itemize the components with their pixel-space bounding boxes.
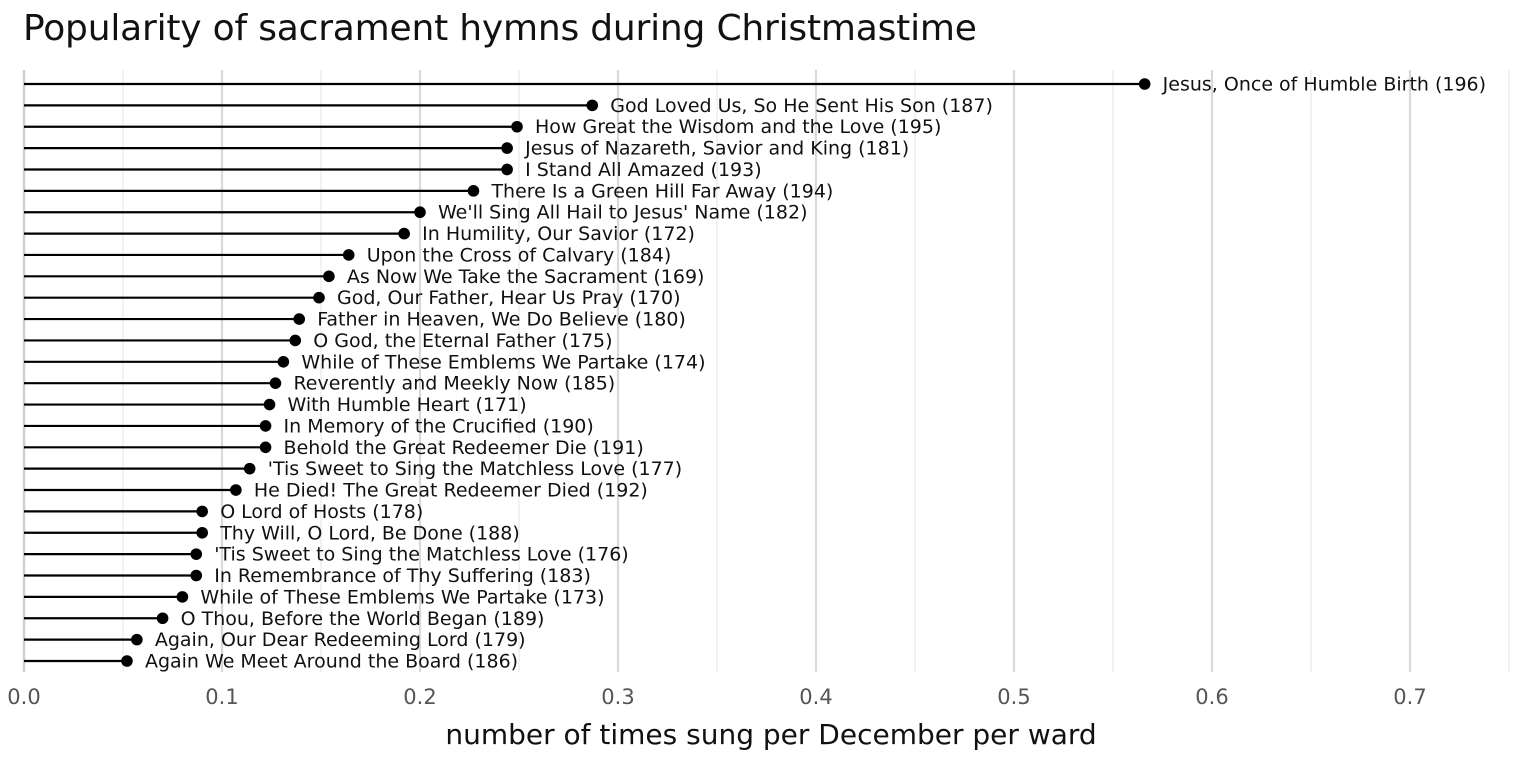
lollipop-dot [293,313,306,325]
x-tick-label: 0.4 [799,685,832,709]
lollipop-dot [501,163,513,176]
x-axis-ticks: 0.0 0.1 0.2 0.3 0.4 0.5 0.6 0.7 [7,685,1426,709]
point-label: How Great the Wisdom and the Love (195) [535,116,941,138]
point-label: Jesus, Once of Humble Birth (196) [1162,74,1486,96]
point-label: O Thou, Before the World Began (189) [181,608,545,630]
point-label: In Memory of the Crucified (190) [284,415,594,437]
lollipop-dot [323,270,335,283]
dots [121,78,1151,667]
lollipop-dot [259,441,272,454]
x-tick-label: 0.6 [1195,685,1228,709]
point-label: In Remembrance of Thy Suffering (183) [214,565,591,587]
point-label: Again We Meet Around the Board (186) [145,650,518,672]
point-label: As Now We Take the Sacrament (169) [347,266,705,288]
point-label: Jesus of Nazareth, Savior and King (181) [524,138,909,160]
point-label: Upon the Cross of Calvary (184) [367,244,672,266]
point-label: God, Our Father, Hear Us Pray (170) [337,287,681,309]
lollipop-dot [196,505,208,518]
lollipop-dot [243,462,256,475]
point-label: We'll Sing All Hail to Jesus' Name (182) [438,202,807,224]
lollipop-dot [190,569,203,582]
point-label: Reverently and Meekly Now (185) [293,373,615,395]
point-label: He Died! The Great Redeemer Died (192) [254,480,648,502]
point-label: God Loved Us, So He Sent His Son (187) [610,95,993,117]
lollipop-dot [196,526,208,539]
lollipop-dot [342,249,355,261]
point-label: There Is a Green Hill Far Away (194) [490,180,833,202]
x-tick-label: 0.3 [601,685,634,709]
point-labels: Jesus, Once of Humble Birth (196) God Lov… [145,74,1486,673]
point-label: 'Tis Sweet to Sing the Matchless Love (1… [214,544,628,566]
x-tick-label: 0.1 [205,685,238,709]
lollipop-dot [289,334,302,347]
point-label: Thy Will, O Lord, Be Done (188) [219,522,520,544]
lollipop-dot [586,99,599,112]
x-tick-label: 0.5 [997,685,1030,709]
lollipop-dot [398,227,410,240]
point-label: In Humility, Our Savior (172) [422,223,695,245]
point-label: 'Tis Sweet to Sing the Matchless Love (1… [268,458,682,480]
x-tick-label: 0.2 [403,685,436,709]
lollipop-dot [131,633,143,646]
point-label: O God, the Eternal Father (175) [313,330,612,352]
lollipop-dot [269,377,282,389]
point-label: Father in Heaven, We Do Believe (180) [317,309,686,331]
lollipop-dot [259,420,272,432]
lollipop-dot [263,398,276,411]
x-tick-label: 0.0 [7,685,40,709]
point-label: With Humble Heart (171) [288,394,527,416]
point-label: While of These Emblems We Partake (173) [200,586,604,608]
stems [24,82,1145,663]
lollipop-dot [190,548,203,560]
lollipop-dot [156,612,169,625]
point-label: O Lord of Hosts (178) [220,501,423,523]
lollipop-dot [277,356,290,368]
lollipop-dot [511,120,523,133]
lollipop-dot [121,655,133,667]
x-axis-label: number of times sung per December per wa… [445,718,1096,751]
lollipop-dot [230,484,242,496]
lollipop-dot [467,185,480,197]
point-label: Behold the Great Redeemer Die (191) [284,437,644,459]
x-tick-label: 0.7 [1393,685,1426,709]
point-label: I Stand All Amazed (193) [525,159,762,181]
lollipop-dot [176,591,189,603]
lollipop-dot [1138,78,1151,90]
lollipop-dot [414,206,426,219]
chart-title: Popularity of sacrament hymns during Chr… [23,8,977,49]
lollipop-dot [313,291,325,304]
point-label: Again, Our Dear Redeeming Lord (179) [155,629,526,651]
point-label: While of These Emblems We Partake (174) [301,351,705,373]
lollipop-dot [501,142,513,154]
